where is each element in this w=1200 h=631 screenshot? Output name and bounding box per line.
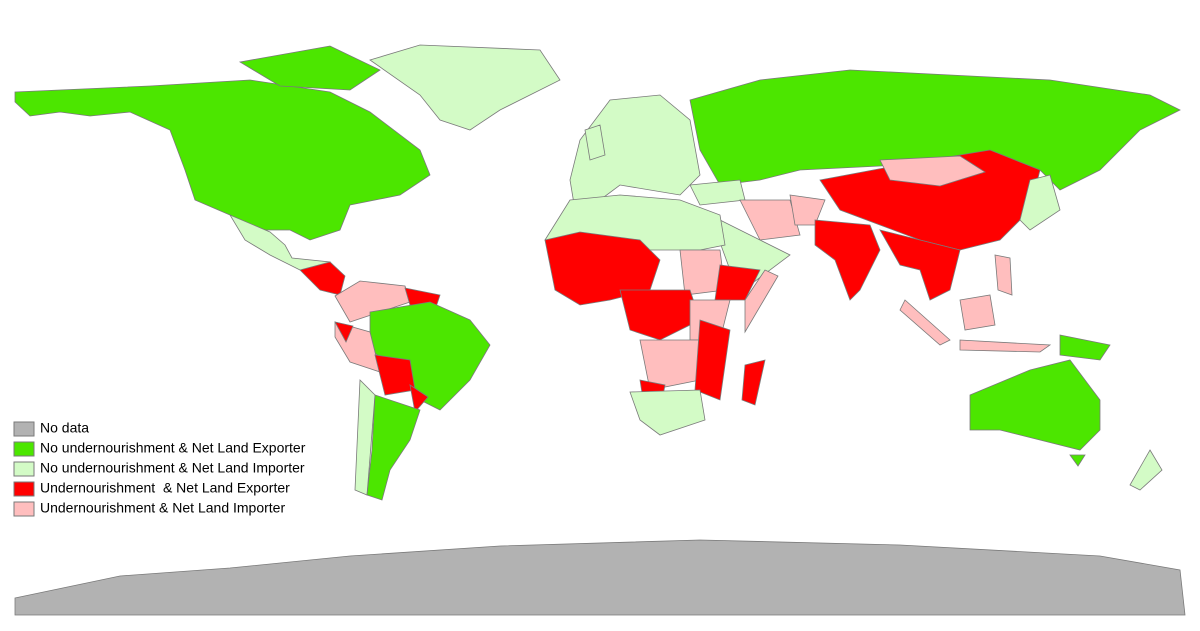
- argentina: [366, 394, 421, 501]
- legend-swatch: [13, 501, 35, 517]
- legend-label: No data: [40, 420, 89, 436]
- legend-label: Undernourishment & Net Land Importer: [40, 500, 285, 516]
- australia: [969, 359, 1101, 451]
- arctic-islands: [238, 45, 381, 91]
- greenland: [369, 44, 561, 131]
- china: [819, 149, 1041, 251]
- mongolia: [879, 155, 986, 187]
- papua: [1059, 334, 1111, 361]
- legend-swatch: [13, 441, 35, 457]
- russia: [689, 69, 1181, 191]
- philippines: [994, 254, 1013, 296]
- iran: [739, 199, 801, 241]
- tasmania: [1069, 454, 1086, 467]
- bolivia: [374, 354, 416, 396]
- antarctica: [14, 539, 1186, 616]
- borneo: [959, 294, 996, 331]
- legend-swatch: [13, 461, 35, 477]
- mozambique: [694, 319, 731, 401]
- legend-label: No undernourishment & Net Land Exporter: [40, 440, 306, 456]
- sumatra: [899, 299, 951, 346]
- new-zealand: [1129, 449, 1163, 491]
- legend: No data No undernourishment & Net Land Ex…: [13, 420, 306, 517]
- japan: [1019, 174, 1061, 231]
- legend-swatch: [13, 421, 35, 437]
- southeast-asia: [879, 229, 961, 301]
- indonesia: [959, 339, 1052, 353]
- india: [814, 219, 881, 301]
- central-africa: [619, 289, 701, 341]
- uk: [584, 124, 606, 161]
- north-america: [14, 79, 431, 241]
- somalia: [744, 269, 779, 334]
- south-africa: [629, 389, 706, 436]
- central-america: [299, 261, 346, 296]
- turkey: [689, 179, 746, 206]
- ecuador: [334, 321, 354, 343]
- legend-swatch: [13, 481, 35, 497]
- countries: [14, 44, 1186, 616]
- legend-label: No undernourishment & Net Land Importer: [40, 460, 305, 476]
- legend-label: Undernourishment & Net Land Exporter: [40, 480, 290, 496]
- madagascar: [741, 359, 766, 406]
- paraguay: [409, 384, 429, 413]
